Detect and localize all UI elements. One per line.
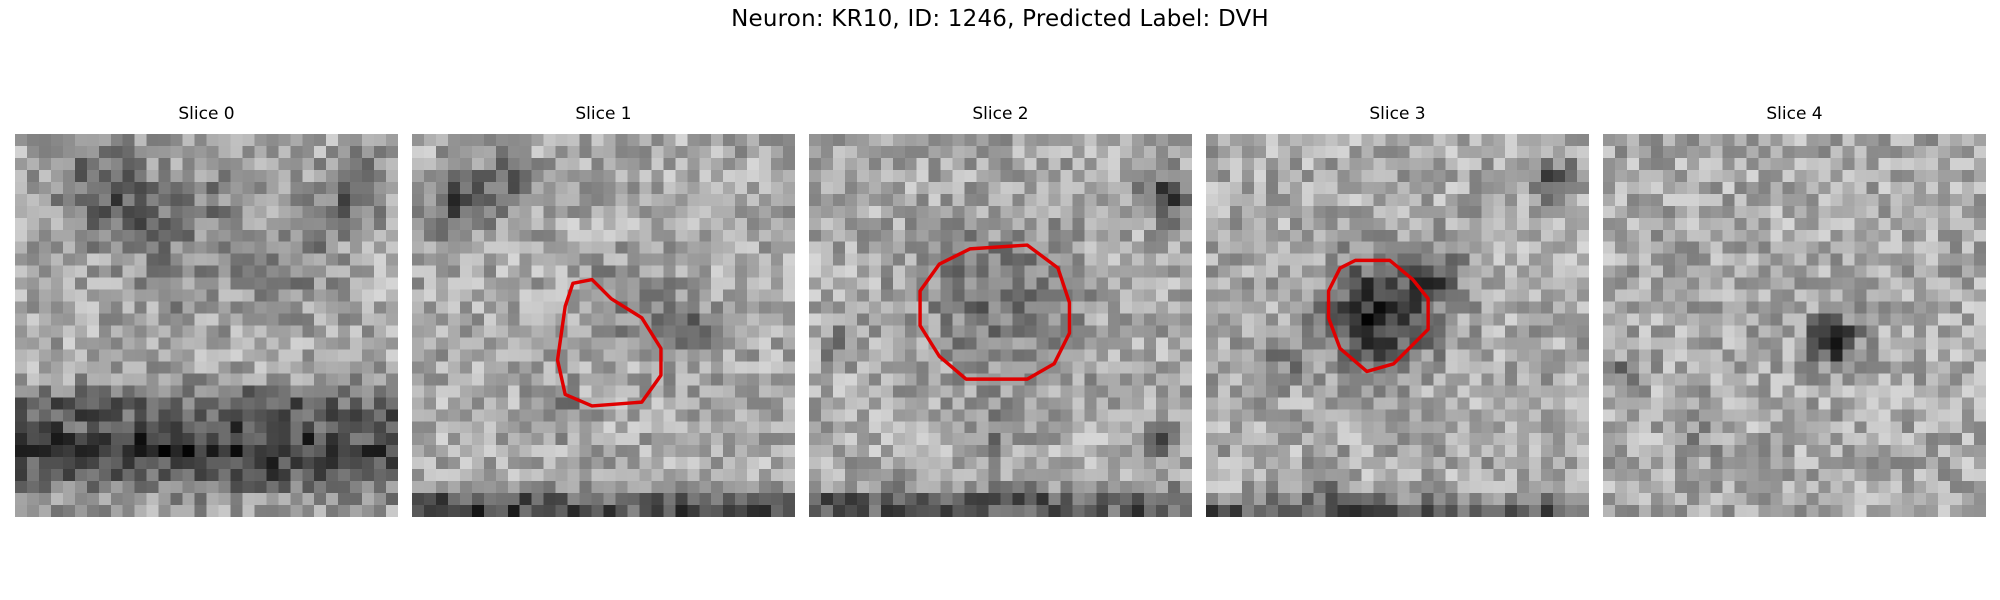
panel-title: Slice 2 (972, 104, 1029, 124)
panel-title: Slice 1 (575, 104, 632, 124)
roi-contour (918, 243, 1072, 381)
slice-image (412, 134, 795, 517)
roi-contour (1326, 258, 1430, 374)
slice-image (809, 134, 1192, 517)
slice-image (1206, 134, 1589, 517)
panel-title: Slice 4 (1766, 104, 1823, 124)
slice-image (1603, 134, 1986, 517)
panel-title: Slice 3 (1369, 104, 1426, 124)
slice-image (15, 134, 398, 517)
roi-contour (555, 277, 663, 408)
panel-title: Slice 0 (178, 104, 235, 124)
figure-title: Neuron: KR10, ID: 1246, Predicted Label:… (731, 6, 1269, 32)
